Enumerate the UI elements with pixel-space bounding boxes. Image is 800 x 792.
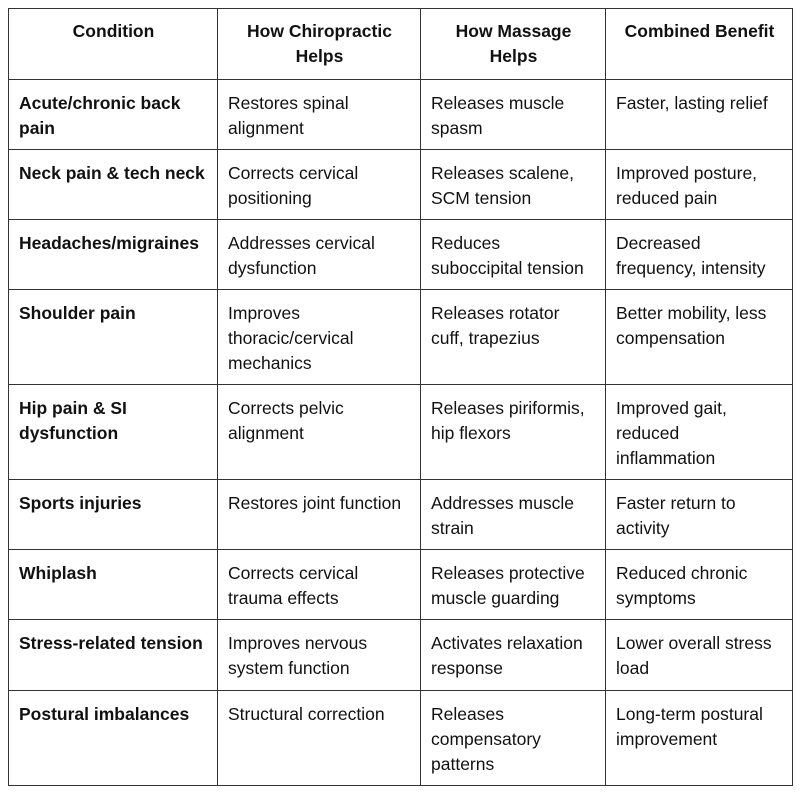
cell-combined: Better mobility, less compensation xyxy=(605,289,793,385)
cell-massage: Activates relaxation response xyxy=(420,619,606,691)
cell-chiropractic: Corrects cervical positioning xyxy=(217,149,421,220)
cell-massage: Releases muscle spasm xyxy=(420,79,606,150)
cell-chiropractic: Addresses cervical dysfunction xyxy=(217,219,421,290)
cell-condition: Whiplash xyxy=(8,549,218,620)
cell-condition: Shoulder pain xyxy=(8,289,218,385)
cell-combined: Decreased frequency, intensity xyxy=(605,219,793,290)
cell-massage: Reduces suboccipital tension xyxy=(420,219,606,290)
cell-massage: Releases compensatory patterns xyxy=(420,690,606,786)
table-row: Neck pain & tech neck Corrects cervical p… xyxy=(8,149,793,220)
cell-combined: Improved posture, reduced pain xyxy=(605,149,793,220)
cell-condition: Hip pain & SI dysfunction xyxy=(8,384,218,480)
cell-massage: Releases rotator cuff, trapezius xyxy=(420,289,606,385)
header-combined: Combined Benefit xyxy=(605,8,793,80)
cell-massage: Releases protective muscle guarding xyxy=(420,549,606,620)
cell-condition: Acute/chronic back pain xyxy=(8,79,218,150)
cell-chiropractic: Improves thoracic/cervical mechanics xyxy=(217,289,421,385)
cell-chiropractic: Improves nervous system function xyxy=(217,619,421,691)
cell-chiropractic: Corrects cervical trauma effects xyxy=(217,549,421,620)
cell-chiropractic: Corrects pelvic alignment xyxy=(217,384,421,480)
cell-massage: Releases scalene, SCM tension xyxy=(420,149,606,220)
cell-massage: Releases piriformis, hip flexors xyxy=(420,384,606,480)
table-row: Headaches/migraines Addresses cervical dy… xyxy=(8,219,793,290)
table-row: Sports injuries Restores joint function Ad… xyxy=(8,479,793,550)
header-massage: How Massage Helps xyxy=(420,8,606,80)
cell-combined: Reduced chronic symptoms xyxy=(605,549,793,620)
cell-combined: Faster, lasting relief xyxy=(605,79,793,150)
header-chiropractic: How Chiropractic Helps xyxy=(217,8,421,80)
cell-condition: Headaches/migraines xyxy=(8,219,218,290)
header-condition: Condition xyxy=(8,8,218,80)
table-row: Acute/chronic back pain Restores spinal a… xyxy=(8,79,793,150)
conditions-table: Condition How Chiropractic Helps How Mas… xyxy=(8,8,793,786)
cell-chiropractic: Restores joint function xyxy=(217,479,421,550)
table-row: Postural imbalances Structural correction… xyxy=(8,690,793,786)
cell-chiropractic: Structural correction xyxy=(217,690,421,786)
cell-combined: Long-term postural improvement xyxy=(605,690,793,786)
cell-combined: Faster return to activity xyxy=(605,479,793,550)
cell-combined: Lower overall stress load xyxy=(605,619,793,691)
table-row: Stress-related tension Improves nervous s… xyxy=(8,619,793,691)
cell-massage: Addresses muscle strain xyxy=(420,479,606,550)
table-row: Whiplash Corrects cervical trauma effects… xyxy=(8,549,793,620)
cell-condition: Sports injuries xyxy=(8,479,218,550)
table-header-row: Condition How Chiropractic Helps How Mas… xyxy=(8,8,793,80)
table-row: Shoulder pain Improves thoracic/cervical … xyxy=(8,289,793,385)
table-row: Hip pain & SI dysfunction Corrects pelvic… xyxy=(8,384,793,480)
cell-chiropractic: Restores spinal alignment xyxy=(217,79,421,150)
cell-condition: Postural imbalances xyxy=(8,690,218,786)
cell-combined: Improved gait, reduced inflammation xyxy=(605,384,793,480)
cell-condition: Stress-related tension xyxy=(8,619,218,691)
cell-condition: Neck pain & tech neck xyxy=(8,149,218,220)
